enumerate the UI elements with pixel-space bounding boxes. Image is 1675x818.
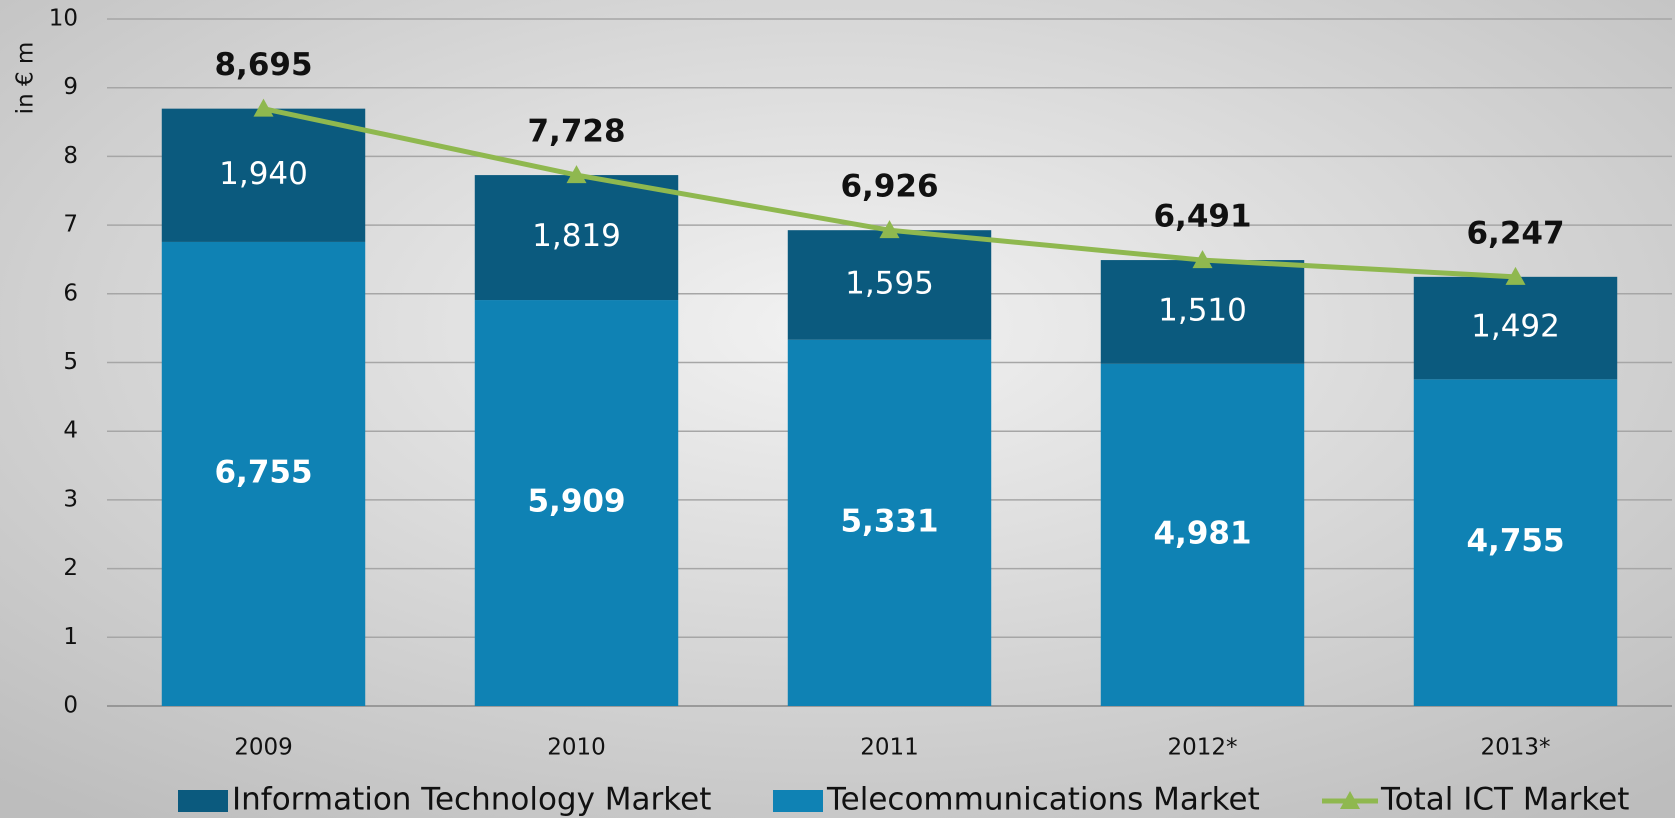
x-tick-label: 2013*	[1480, 735, 1550, 761]
bar-segment	[1100, 363, 1305, 706]
data-label: 1,819	[532, 218, 621, 254]
legend-label: Telecommunications Market	[826, 782, 1260, 818]
marker	[1505, 266, 1526, 285]
legend-label: Total ICT Market	[1380, 782, 1629, 818]
total-label: 8,695	[214, 47, 312, 83]
total-label: 7,728	[527, 114, 625, 150]
data-label: 1,510	[1158, 292, 1247, 328]
legend-swatch	[773, 790, 823, 812]
y-tick-label: 7	[63, 212, 78, 238]
marker	[566, 165, 587, 184]
total-label: 6,491	[1153, 199, 1251, 235]
bar-segment	[1413, 276, 1618, 380]
x-tick-label: 2009	[234, 735, 293, 761]
data-label: 5,909	[527, 484, 625, 520]
total-label: 6,926	[840, 169, 938, 205]
bar-segment	[787, 230, 992, 340]
y-tick-label: 8	[63, 143, 78, 169]
y-axis-label: in € m	[13, 42, 39, 115]
data-label: 4,981	[1153, 515, 1251, 551]
y-tick-label: 5	[63, 349, 78, 375]
y-tick-label: 0	[63, 693, 78, 719]
bar-segment	[161, 108, 366, 242]
x-tick-label: 2010	[547, 735, 606, 761]
data-label: 5,331	[840, 503, 938, 539]
marker	[1192, 250, 1213, 269]
x-tick-label: 2012*	[1167, 735, 1237, 761]
marker	[879, 220, 900, 239]
bar-segment	[1100, 260, 1305, 364]
bar-segment	[787, 339, 992, 706]
y-tick-label: 3	[63, 486, 78, 512]
legend-swatch	[178, 790, 228, 812]
y-tick-label: 2	[63, 555, 78, 581]
data-label: 6,755	[214, 454, 312, 490]
y-tick-label: 10	[49, 6, 78, 32]
bar-segment	[474, 175, 679, 301]
data-label: 1,492	[1471, 309, 1560, 345]
y-tick-label: 1	[63, 624, 78, 650]
total-label: 6,247	[1466, 215, 1564, 251]
x-tick-label: 2011	[860, 735, 919, 761]
legend-swatch	[1340, 791, 1360, 809]
y-tick-label: 6	[63, 280, 78, 306]
marker	[253, 98, 274, 117]
y-tick-label: 9	[63, 74, 78, 100]
bar-segment	[161, 241, 366, 706]
bar-segment	[1413, 379, 1618, 706]
data-label: 4,755	[1466, 523, 1564, 559]
data-label: 1,595	[845, 265, 934, 301]
data-label: 1,940	[219, 156, 308, 192]
legend-label: Information Technology Market	[232, 782, 711, 818]
y-tick-label: 4	[63, 418, 78, 444]
bar-segment	[474, 300, 679, 706]
